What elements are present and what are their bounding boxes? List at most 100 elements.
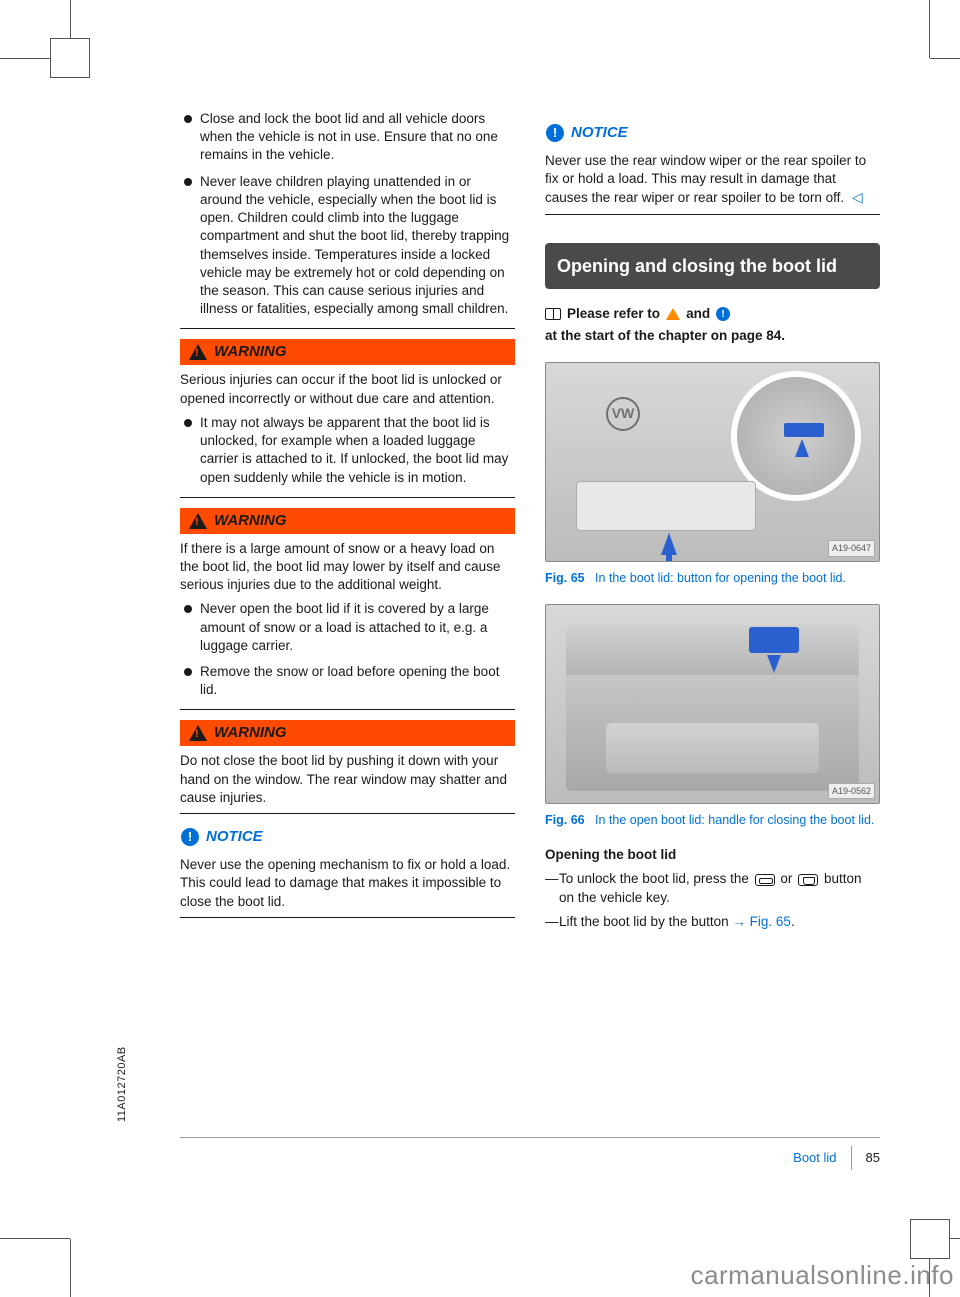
divider <box>180 917 515 918</box>
notice-label: NOTICE <box>571 123 628 143</box>
notice-circle-icon: ! <box>180 827 200 847</box>
step-fragment: or <box>780 871 792 886</box>
right-column: ! NOTICE Never use the rear window wiper… <box>545 110 880 937</box>
notice-text: Never use the opening mechanism to fix o… <box>180 856 515 911</box>
warning-triangle-icon <box>188 723 208 743</box>
divider <box>180 709 515 710</box>
warning-heading: WARNING <box>180 339 515 365</box>
figure-caption: Fig. 66 In the open boot lid: handle for… <box>545 812 880 828</box>
bullet-icon <box>184 605 192 613</box>
warning-label: WARNING <box>214 342 287 362</box>
figure-65: VW A19-0647 <box>545 362 880 562</box>
figure-label: Fig. 66 <box>545 813 585 827</box>
list-item: Never leave children playing unattended … <box>180 173 515 319</box>
vw-logo-icon: VW <box>606 397 640 431</box>
page-footer: Boot lid 85 <box>180 1137 880 1167</box>
document-code: 11A012720AB <box>116 1046 128 1122</box>
handle-highlight <box>749 627 799 653</box>
bullet-text: Close and lock the boot lid and all vehi… <box>200 110 515 165</box>
warning-bullets: Never open the boot lid if it is covered… <box>180 600 515 699</box>
arrow-up-icon <box>661 533 677 555</box>
warning-heading: WARNING <box>180 720 515 746</box>
cross-reference: Please refer to and ! at the start of th… <box>545 305 880 345</box>
registration-box <box>50 38 90 78</box>
registration-box <box>910 1219 950 1259</box>
divider <box>180 328 515 329</box>
figure-caption-text: In the boot lid: button for opening the … <box>595 571 846 585</box>
warning-text: If there is a large amount of snow or a … <box>180 540 515 595</box>
warning-label: WARNING <box>214 511 287 531</box>
dash-icon: — <box>545 870 559 906</box>
figure-66: A19-0562 <box>545 604 880 804</box>
notice-heading: ! NOTICE <box>545 120 880 146</box>
rear-seat <box>606 723 819 773</box>
list-item: — To unlock the boot lid, press the or b… <box>545 870 880 906</box>
crop-mark <box>930 58 960 59</box>
bullet-icon <box>184 178 192 186</box>
figure-badge: A19-0647 <box>828 540 875 556</box>
warning-text: Do not close the boot lid by pushing it … <box>180 752 515 807</box>
footer-divider <box>851 1146 852 1170</box>
warning-bullets: It may not always be apparent that the b… <box>180 414 515 487</box>
arrow-up-icon <box>795 439 809 457</box>
warning-triangle-icon <box>666 308 680 320</box>
refer-text: at the start of the chapter on page 84. <box>545 327 785 345</box>
list-item: Close and lock the boot lid and all vehi… <box>180 110 515 165</box>
bullet-icon <box>184 115 192 123</box>
notice-body: Never use the rear window wiper or the r… <box>545 153 866 205</box>
intro-bullets: Close and lock the boot lid and all vehi… <box>180 110 515 318</box>
arrow-down-icon <box>767 655 781 673</box>
warning-text: Serious injuries can occur if the boot l… <box>180 371 515 407</box>
notice-text: Never use the rear window wiper or the r… <box>545 152 880 208</box>
step-fragment: . <box>791 914 795 929</box>
divider <box>180 497 515 498</box>
subsection-heading: Opening the boot lid <box>545 846 880 864</box>
figure-link: Fig. 65 <box>750 914 791 929</box>
crop-mark <box>929 0 930 58</box>
watermark: carmanualsonline.info <box>691 1260 954 1291</box>
notice-label: NOTICE <box>206 827 263 847</box>
figure-caption: Fig. 65 In the boot lid: button for open… <box>545 570 880 586</box>
divider <box>180 813 515 814</box>
step-text: Lift the boot lid by the button → Fig. 6… <box>559 913 795 931</box>
warning-triangle-icon <box>188 511 208 531</box>
bullet-text: Remove the snow or load before opening t… <box>200 663 515 699</box>
bullet-text: Never leave children playing unattended … <box>200 173 515 319</box>
end-mark-icon: ◁ <box>852 189 863 205</box>
figure-caption-text: In the open boot lid: handle for closing… <box>595 813 874 827</box>
refer-text: and <box>686 305 710 323</box>
car-key-icon <box>755 874 775 886</box>
step-fragment: To unlock the boot lid, press the <box>559 871 749 886</box>
boot-button-highlight <box>784 423 824 437</box>
dash-icon: — <box>545 913 559 931</box>
divider <box>545 214 880 215</box>
warning-heading: WARNING <box>180 508 515 534</box>
bullet-text: It may not always be apparent that the b… <box>200 414 515 487</box>
notice-circle-icon: ! <box>545 123 565 143</box>
refer-text: Please refer to <box>567 305 660 323</box>
list-item: — Lift the boot lid by the button → Fig.… <box>545 913 880 931</box>
notice-circle-icon: ! <box>716 307 730 321</box>
arrow-ref-icon: → <box>732 914 749 929</box>
trunk-key-icon <box>798 874 818 886</box>
crop-mark <box>0 1238 70 1239</box>
warning-label: WARNING <box>214 723 287 743</box>
step-fragment: Lift the boot lid by the button <box>559 914 729 929</box>
left-column: Close and lock the boot lid and all vehi… <box>180 110 515 937</box>
notice-heading: ! NOTICE <box>180 824 515 850</box>
list-item: Remove the snow or load before opening t… <box>180 663 515 699</box>
figure-label: Fig. 65 <box>545 571 585 585</box>
step-list: — To unlock the boot lid, press the or b… <box>545 870 880 931</box>
book-icon <box>545 308 561 320</box>
section-header: Opening and closing the boot lid <box>545 243 880 290</box>
bullet-text: Never open the boot lid if it is covered… <box>200 600 515 655</box>
warning-triangle-icon <box>188 342 208 362</box>
crop-mark <box>70 1239 71 1297</box>
boot-lid <box>566 625 859 675</box>
page-content: Close and lock the boot lid and all vehi… <box>180 110 880 937</box>
figure-badge: A19-0562 <box>828 783 875 799</box>
list-item: Never open the boot lid if it is covered… <box>180 600 515 655</box>
bullet-icon <box>184 419 192 427</box>
list-item: It may not always be apparent that the b… <box>180 414 515 487</box>
page-number: 85 <box>866 1150 880 1165</box>
